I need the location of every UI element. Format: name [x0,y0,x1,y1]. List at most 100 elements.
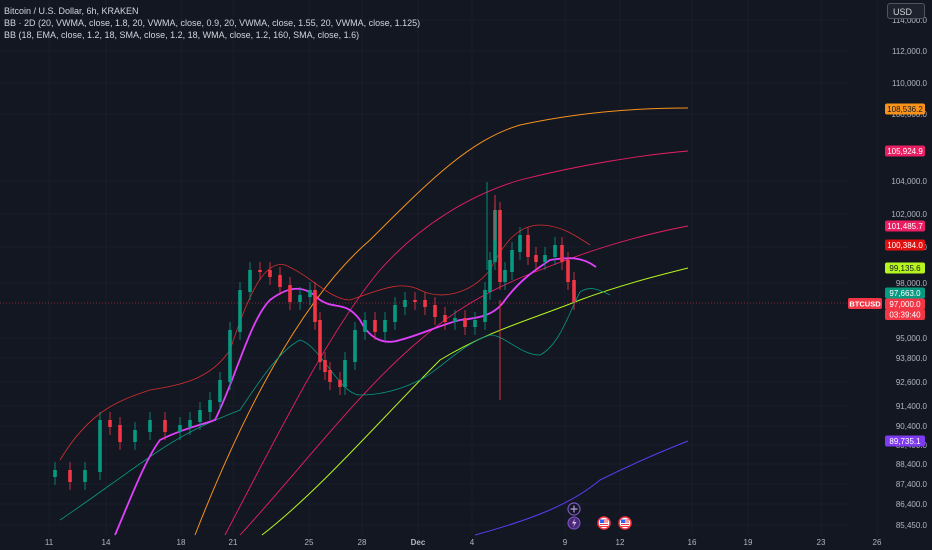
red-band-short [59,224,591,461]
teal-band [59,288,611,521]
candle-body [148,420,152,432]
candle-body [443,315,447,322]
price-axis-label: 93,800.0 [896,354,928,363]
red-band-mid [239,225,689,536]
candle-body [163,420,167,432]
price-tag: 108,536.2 [885,103,925,115]
svg-text:105,924.9: 105,924.9 [887,147,923,156]
candle-body [566,260,570,282]
candle-body [318,320,322,362]
candle-body [488,260,492,292]
candle-body [338,380,342,387]
plus-icon[interactable] [567,502,581,516]
candle-body [308,290,312,297]
lightning-icon[interactable] [567,516,581,530]
price-axis-label: 98,000.0 [896,279,928,288]
svg-text:97,000.0: 97,000.0 [889,300,921,309]
legend-indicator-bb[interactable]: BB (18, EMA, close, 1.2, 18, SMA, close,… [4,30,360,40]
candle-body [258,270,262,272]
price-axis-label: 102,000.0 [891,210,927,219]
candle-body [108,420,112,427]
svg-text:100,384.0: 100,384.0 [887,241,923,250]
us-flag-icon[interactable] [618,516,632,530]
candle-body [83,470,87,482]
symbol-tag-label: BTCUSD [849,300,881,309]
time-axis-label: 18 [177,538,186,547]
lime-basis [261,267,689,536]
candle-body [383,320,387,332]
price-tag: 100,384.0 [885,239,925,251]
candle-body [423,300,427,307]
candle-body [323,360,327,372]
time-axis-label: 21 [229,538,238,547]
candle-body [553,245,557,257]
candle-body [343,360,347,387]
price-tag: 101,485.7 [885,220,925,232]
candle-body [298,295,302,302]
candle-body [218,380,222,402]
candle-body [518,235,522,252]
countdown-label: 03:39:40 [889,311,921,320]
candle-body [393,305,397,322]
candle-body [526,235,530,257]
legend-indicator-bb-2d[interactable]: BB · 2D (20, VWMA, close, 1.8, 20, VWMA,… [4,18,421,28]
symbol-tag: BTCUSD [848,298,882,309]
svg-text:97,663.0: 97,663.0 [889,289,921,298]
time-axis-label: 12 [616,538,625,547]
candle-body [208,400,212,412]
time-axis-label: 26 [873,538,882,547]
price-axis-label: 85,450.0 [896,521,928,530]
countdown-tag: 03:39:40 [885,309,925,320]
price-axis-label: 95,000.0 [896,334,928,343]
price-axis-label: 104,000.0 [891,177,927,186]
candle-body [238,290,242,332]
candle-body [510,250,514,272]
price-tag: 89,735.1 [885,435,925,447]
time-axis[interactable]: 11 14 18 21 25 28 Dec 4 9 12 16 19 23 26 [45,538,882,547]
price-axis-label: 91,400.0 [896,402,928,411]
time-axis-label: Dec [411,538,426,547]
candle-body [328,370,332,382]
time-axis-label: 11 [45,538,54,547]
price-tag: 99,135.6 [885,262,925,274]
candle-body [188,420,192,427]
price-axis-label: 88,400.0 [896,460,928,469]
candle-body [413,300,417,302]
time-axis-label: 19 [744,538,753,547]
candle-body [248,270,252,292]
price-tags: 108,536.2 105,924.9 101,485.7 100,384.0 99,1… [885,103,925,447]
candle-body [133,430,137,442]
chart-legend: Bitcoin / U.S. Dollar, 6h, KRAKEN BB · 2… [4,5,420,41]
candle-body [463,318,467,327]
candle-body [178,425,182,432]
currency-button[interactable]: USD [887,3,925,19]
candle-body [453,318,457,322]
time-axis-label: 23 [817,538,826,547]
us-flag-icon[interactable] [597,516,611,530]
candle-body [268,270,272,277]
price-axis-label: 87,400.0 [896,480,928,489]
time-axis-label: 25 [305,538,314,547]
pink-basis [114,257,597,536]
candle-body [313,290,317,322]
candle-body [373,320,377,332]
candle-body [118,425,122,442]
time-axis-label: 28 [358,538,367,547]
time-axis-label: 4 [470,538,475,547]
price-axis-label: 90,400.0 [896,422,928,431]
price-axis-label: 114,000.0 [892,16,928,25]
candle-body [572,280,576,302]
svg-text:101,485.7: 101,485.7 [887,222,923,231]
candle-body [483,290,487,322]
legend-symbol[interactable]: Bitcoin / U.S. Dollar, 6h, KRAKEN [4,6,139,16]
candle-body [543,255,547,262]
candle-body [68,470,72,482]
candlesticks [53,182,576,490]
time-axis-label: 16 [688,538,697,547]
purple-band [474,440,689,536]
candle-body [278,275,282,287]
red-band-upper [224,150,689,536]
time-axis-label: 9 [563,538,568,547]
candle-body [473,320,477,327]
